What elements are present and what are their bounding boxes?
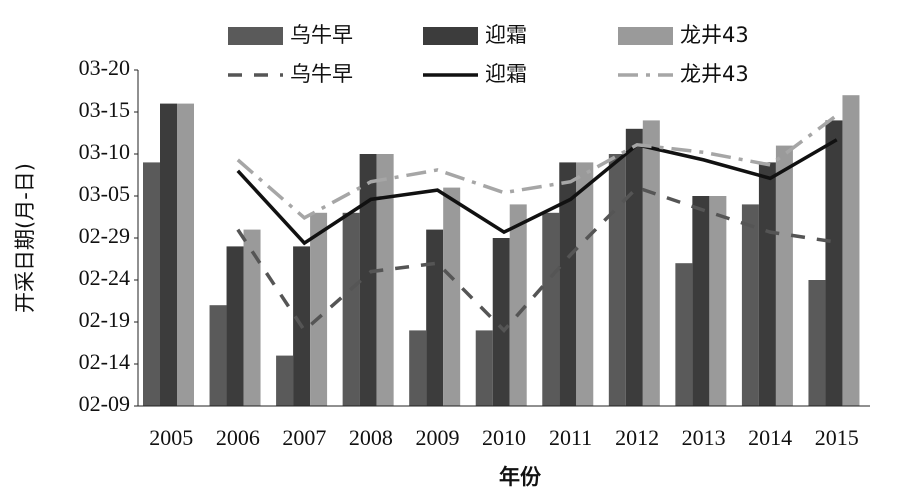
line xyxy=(236,185,837,334)
y-tick-label: 02-24 xyxy=(79,265,130,290)
line xyxy=(236,138,838,246)
bar xyxy=(775,145,793,406)
bar xyxy=(642,120,660,407)
legend-swatch xyxy=(423,27,478,45)
bar xyxy=(177,103,194,406)
x-tick-label: 2006 xyxy=(216,425,260,450)
y-axis-label: 开采日期(月-日) xyxy=(13,163,37,313)
bar xyxy=(692,196,710,406)
y-tick-label: 02-29 xyxy=(79,223,130,248)
x-tick-label: 2008 xyxy=(349,425,393,450)
bar xyxy=(226,246,244,406)
legend-label: 迎霜 xyxy=(485,62,527,86)
legend-label: 乌牛早 xyxy=(290,62,353,86)
x-tick-label: 2015 xyxy=(815,425,859,450)
bar xyxy=(209,305,227,406)
bar xyxy=(608,154,626,406)
legend-label: 龙井43 xyxy=(680,62,749,86)
y-tick-label: 02-09 xyxy=(79,391,130,416)
bar xyxy=(509,204,527,406)
bar xyxy=(475,330,493,406)
bar xyxy=(426,229,444,406)
bar xyxy=(310,212,328,406)
x-tick-label: 2011 xyxy=(549,425,592,450)
bar xyxy=(675,263,693,406)
bar xyxy=(808,280,826,406)
y-tick-label: 03-05 xyxy=(79,181,130,206)
bar xyxy=(276,355,294,406)
bar xyxy=(376,154,394,406)
bar xyxy=(741,204,759,406)
x-tick-label: 2009 xyxy=(415,425,459,450)
line xyxy=(236,113,838,220)
y-tick-label: 02-19 xyxy=(79,307,130,332)
y-tick-label: 03-15 xyxy=(79,97,130,122)
bar xyxy=(625,128,643,407)
bar xyxy=(443,187,461,406)
bar xyxy=(342,212,360,406)
x-tick-label: 2012 xyxy=(615,425,659,450)
bar xyxy=(492,238,510,406)
bar xyxy=(576,162,594,406)
bar xyxy=(758,162,776,406)
bar xyxy=(559,162,577,406)
bar xyxy=(143,162,160,406)
bar xyxy=(409,330,427,406)
bar xyxy=(243,229,261,406)
x-tick-label: 2014 xyxy=(748,425,792,450)
legend-label: 乌牛早 xyxy=(290,23,353,47)
bar xyxy=(825,120,843,407)
x-tick-label: 2007 xyxy=(282,425,326,450)
x-tick-label: 2010 xyxy=(482,425,526,450)
legend-label: 迎霜 xyxy=(485,23,527,47)
y-tick-label: 02-14 xyxy=(79,349,130,374)
bar xyxy=(842,95,860,406)
x-tick-label: 2005 xyxy=(149,425,193,450)
bar xyxy=(709,196,727,406)
x-axis-label: 年份 xyxy=(499,465,542,489)
legend-label: 龙井43 xyxy=(680,23,749,47)
bar xyxy=(542,212,560,406)
legend-swatch xyxy=(228,27,283,45)
bar xyxy=(359,154,377,406)
y-tick-label: 03-10 xyxy=(79,139,130,164)
bar xyxy=(160,103,177,406)
x-tick-label: 2013 xyxy=(682,425,726,450)
y-tick-label: 03-20 xyxy=(79,55,130,80)
legend-swatch xyxy=(618,27,673,45)
